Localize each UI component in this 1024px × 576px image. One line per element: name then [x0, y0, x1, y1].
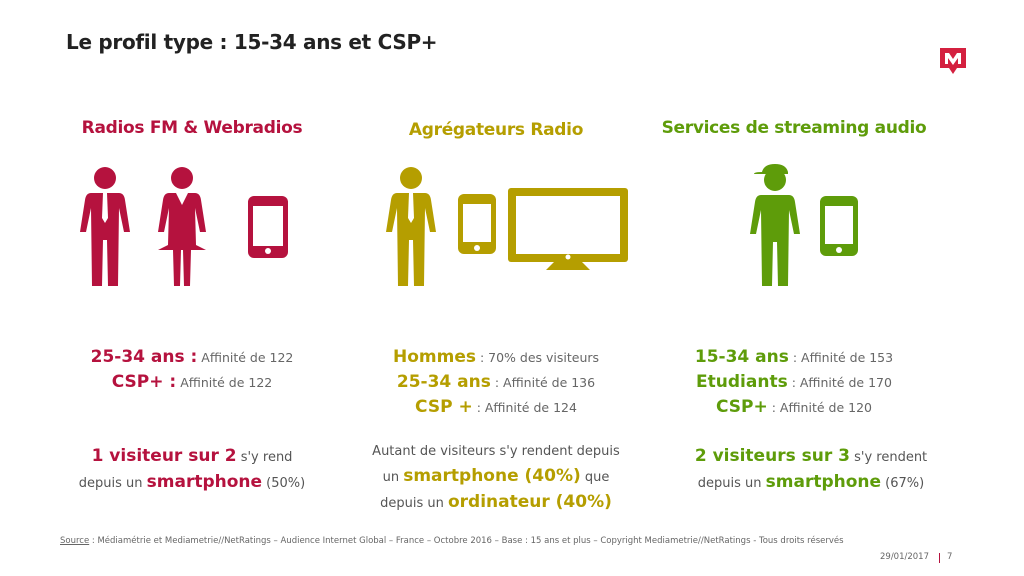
stat-line: CSP + : Affinité de 124	[415, 397, 577, 417]
column-heading: Radios FM & Webradios	[81, 118, 303, 138]
column-radios-footer: 1 visiteur sur 2 s'y rend depuis un smar…	[78, 446, 306, 492]
footer-separator	[939, 553, 940, 563]
column-heading: Agrégateurs Radio	[408, 120, 584, 140]
smartphone-icon	[820, 196, 858, 256]
woman-icon	[158, 167, 206, 286]
column-radios-icons	[80, 167, 288, 286]
column-streaming: Services de streaming audio	[644, 118, 944, 138]
man-icon	[386, 167, 436, 286]
source-note: Source : Médiamétrie et Mediametrie//Net…	[60, 536, 844, 546]
column-aggregators-footer: Autant de visiteurs s'y rendent depuis u…	[372, 444, 620, 512]
column-streaming-icons	[750, 164, 858, 286]
page-number: 7	[947, 552, 953, 562]
stat-line: 25-34 ans : Affinité de 136	[396, 372, 596, 392]
column-aggregators-stats: Hommes : 70% des visiteurs 25-34 ans : A…	[346, 345, 646, 420]
stat-line: 25-34 ans : Affinité de 122	[90, 347, 294, 367]
stat-line: CSP+ : Affinité de 120	[716, 397, 872, 417]
column-radios-stats: 25-34 ans : Affinité de 122 CSP+ : Affin…	[42, 345, 342, 395]
monitor-icon	[508, 188, 628, 270]
stat-line: Hommes : 70% des visiteurs	[392, 347, 600, 367]
column-heading: Services de streaming audio	[661, 118, 927, 138]
young-man-cap-icon	[750, 164, 800, 286]
column-radios: Radios FM & Webradios	[42, 118, 342, 138]
date: 29/01/2017	[880, 552, 929, 562]
stat-line: CSP+ : Affinité de 122	[111, 372, 273, 392]
man-icon	[80, 167, 130, 286]
stat-line: Etudiants : Affinité de 170	[696, 372, 892, 392]
smartphone-icon	[248, 196, 288, 258]
column-aggregators-icons	[386, 167, 628, 286]
column-streaming-footer: 2 visiteurs sur 3 s'y rendent depuis un …	[694, 446, 928, 492]
column-streaming-stats: 15-34 ans : Affinité de 153 Etudiants : …	[644, 345, 944, 420]
mediametrie-logo	[940, 48, 966, 74]
column-aggregators: Agrégateurs Radio	[346, 118, 646, 140]
page-title: Le profil type : 15-34 ans et CSP+	[66, 30, 438, 54]
smartphone-icon	[458, 194, 496, 254]
stat-line: 15-34 ans : Affinité de 153	[694, 347, 894, 367]
